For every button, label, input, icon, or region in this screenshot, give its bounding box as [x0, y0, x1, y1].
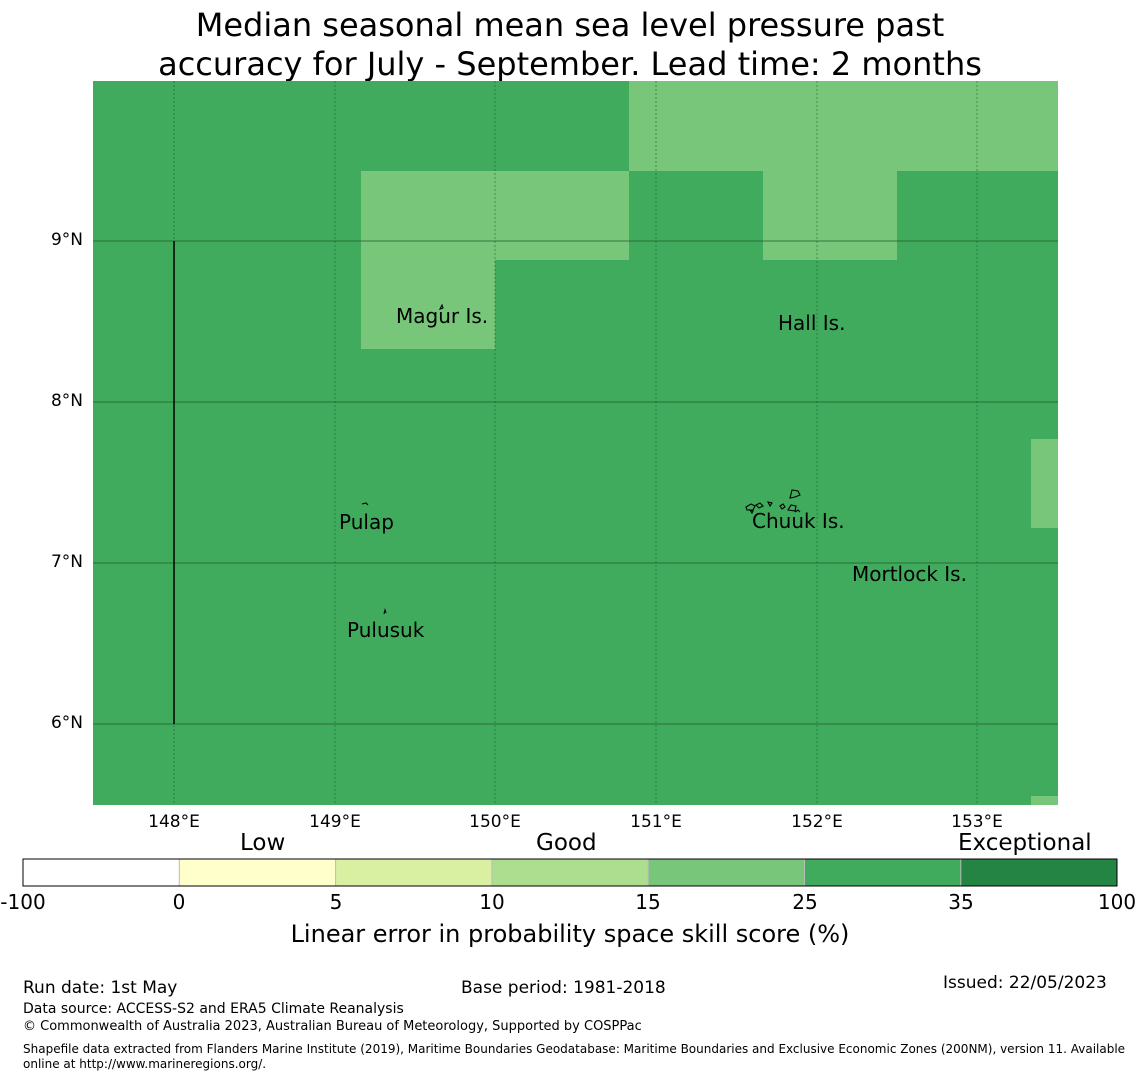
colorbar-segment [491, 859, 649, 886]
lat-label-9n: 9°N [50, 230, 83, 250]
category-exceptional: Exceptional [958, 830, 1092, 856]
map-panel [93, 81, 1058, 805]
island-outlines [361, 303, 801, 615]
place-label-magur: Magur Is. [396, 304, 489, 328]
skill-cell-light [1031, 439, 1058, 528]
place-label-hall: Hall Is. [778, 311, 846, 335]
place-label-mortlock: Mortlock Is. [852, 562, 967, 586]
category-good: Good [536, 830, 597, 856]
shapefile-credit-line1: Shapefile data extracted from Flanders M… [23, 1042, 1126, 1056]
lon-label-149e: 149°E [309, 812, 361, 832]
place-label-chuuk: Chuuk Is. [752, 509, 845, 533]
skill-cell-light [629, 81, 1058, 171]
shapefile-credit-line2: online at http://www.marineregions.org/. [23, 1057, 267, 1071]
colorbar-tick: 5 [329, 890, 343, 914]
issued-date: Issued: 22/05/2023 [943, 973, 1107, 993]
copyright: © Commonwealth of Australia 2023, Austra… [23, 1019, 642, 1034]
colorbar-tick: 15 [635, 890, 661, 914]
lat-label-7n: 7°N [50, 552, 83, 572]
colorbar-tick: 35 [948, 890, 974, 914]
colorbar-segment [335, 859, 492, 886]
place-label-pulusuk: Pulusuk [347, 618, 425, 642]
colorbar-tick: 10 [479, 890, 505, 914]
colorbar [22, 858, 1118, 887]
lat-label-6n: 6°N [50, 713, 83, 733]
base-period: Base period: 1981-2018 [461, 978, 666, 998]
lon-label-153e: 153°E [951, 812, 1003, 832]
colorbar-label: Linear error in probability space skill … [290, 920, 850, 948]
colorbar-tick: 100 [1097, 890, 1137, 914]
colorbar-tick: 25 [792, 890, 818, 914]
category-low: Low [240, 830, 286, 856]
colorbar-segment [648, 859, 805, 886]
lon-label-152e: 152°E [791, 812, 843, 832]
chart-title-line1: Median seasonal mean sea level pressure … [195, 6, 945, 44]
colorbar-tick: -100 [0, 890, 46, 914]
data-source: Data source: ACCESS-S2 and ERA5 Climate … [23, 1001, 404, 1017]
colorbar-tick: 0 [172, 890, 186, 914]
run-date: Run date: 1st May [23, 978, 178, 998]
skill-cell-light [763, 171, 897, 260]
lon-label-150e: 150°E [469, 812, 521, 832]
lon-label-148e: 148°E [148, 812, 200, 832]
colorbar-segment [23, 859, 180, 886]
lon-label-151e: 151°E [630, 812, 682, 832]
colorbar-segment [804, 859, 961, 886]
colorbar-segment [960, 859, 1117, 886]
chart-title-line2: accuracy for July - September. Lead time… [158, 45, 982, 83]
skill-cell-light [361, 260, 495, 349]
skill-cell-light [1031, 796, 1058, 805]
lat-label-8n: 8°N [50, 391, 83, 411]
place-label-pulap: Pulap [339, 510, 394, 534]
colorbar-segment [179, 859, 336, 886]
